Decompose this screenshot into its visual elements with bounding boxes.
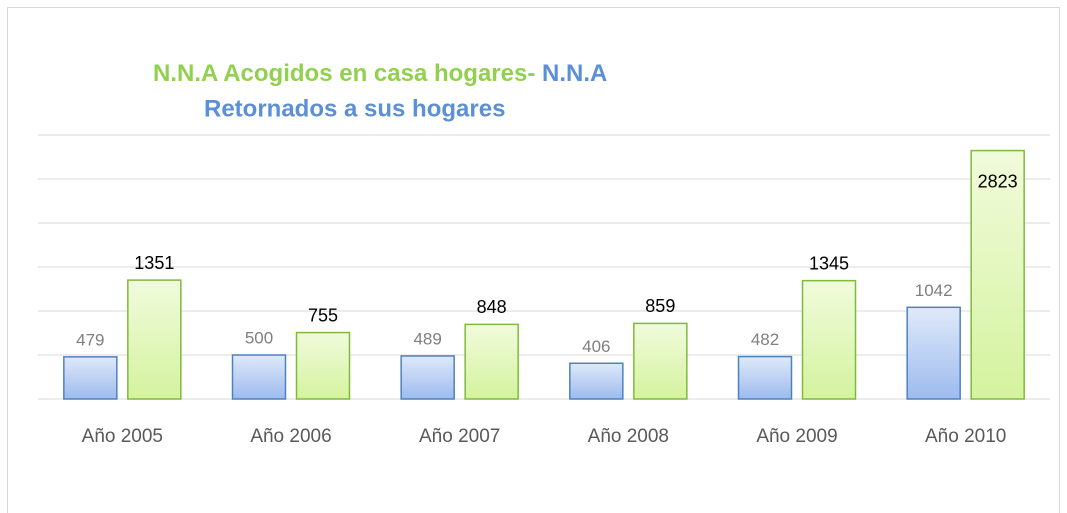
bar	[801, 279, 857, 400]
data-label: 406	[582, 337, 610, 356]
bar	[737, 355, 793, 400]
bar	[63, 356, 118, 400]
data-label: 859	[645, 296, 675, 316]
title-part: N.N.A	[542, 60, 607, 87]
bar	[295, 331, 351, 400]
x-tick-label: Año 2005	[82, 426, 163, 447]
title-part: Retornados a sus hogares	[204, 95, 505, 122]
data-label: 1351	[134, 253, 174, 273]
data-label: 1345	[809, 253, 849, 273]
x-tick-label: Año 2008	[588, 426, 669, 447]
data-label: 482	[751, 330, 779, 349]
chart-title: N.N.A Acogidos en casa hogares- N.N.A	[153, 60, 607, 87]
x-tick-label: Año 2007	[419, 426, 500, 447]
data-label: 848	[477, 297, 507, 317]
data-label: 1042	[915, 281, 953, 300]
bar	[906, 306, 961, 400]
title-part: N.N.A Acogidos en casa hogares-	[153, 60, 535, 87]
data-label: 755	[308, 305, 338, 325]
bar	[400, 355, 455, 400]
data-label: 489	[413, 329, 441, 348]
chart-border	[7, 7, 1060, 513]
bar	[231, 354, 287, 400]
bar	[464, 323, 519, 400]
x-tick-label: Año 2009	[756, 426, 837, 447]
bar	[970, 149, 1025, 400]
x-tick-label: Año 2006	[250, 426, 331, 447]
bar	[127, 279, 182, 400]
bar	[633, 322, 688, 400]
bar	[569, 362, 624, 400]
data-label: 479	[76, 330, 104, 349]
data-label: 2823	[978, 171, 1018, 191]
x-tick-label: Año 2010	[925, 426, 1006, 447]
data-label: 500	[245, 328, 273, 347]
